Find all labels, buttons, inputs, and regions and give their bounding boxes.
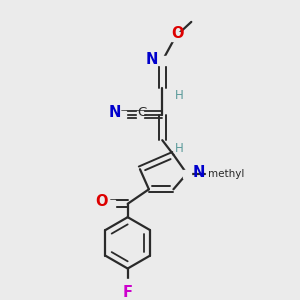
Text: N: N	[192, 165, 205, 180]
Bar	[171, 32, 180, 41]
Bar	[158, 56, 167, 65]
Text: methyl: methyl	[208, 169, 244, 179]
Bar	[124, 279, 131, 287]
Bar	[118, 111, 126, 119]
Text: N: N	[109, 105, 121, 120]
Text: N: N	[146, 52, 158, 67]
Text: H: H	[175, 89, 183, 102]
Bar	[136, 111, 143, 118]
Bar	[183, 170, 191, 178]
Text: O: O	[95, 194, 108, 209]
Bar	[107, 200, 115, 208]
Text: C: C	[138, 106, 147, 119]
Text: H: H	[175, 142, 183, 155]
Text: F: F	[123, 285, 133, 300]
Text: O: O	[172, 26, 184, 40]
